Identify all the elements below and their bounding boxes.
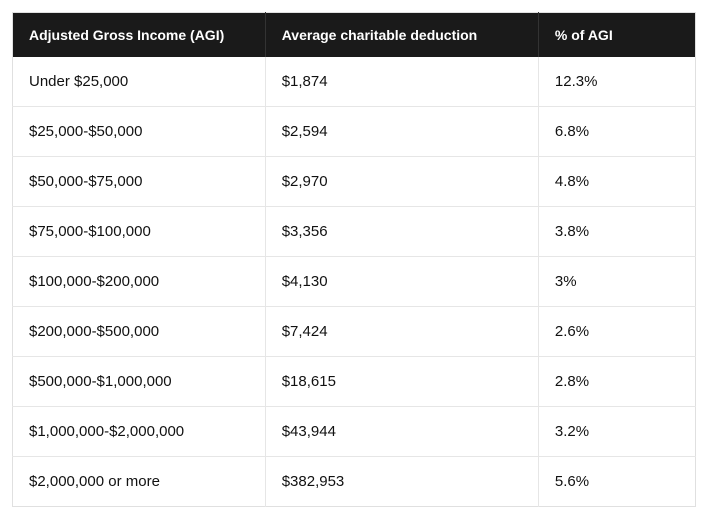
cell-avg: $3,356 [265,207,538,257]
cell-avg: $1,874 [265,57,538,107]
table-header-row: Adjusted Gross Income (AGI) Average char… [13,13,696,58]
cell-pct: 12.3% [538,57,695,107]
cell-pct: 2.8% [538,357,695,407]
cell-avg: $7,424 [265,307,538,357]
table-row: $2,000,000 or more $382,953 5.6% [13,457,696,507]
cell-avg: $4,130 [265,257,538,307]
cell-agi: $25,000-$50,000 [13,107,266,157]
cell-avg: $2,594 [265,107,538,157]
cell-agi: $2,000,000 or more [13,457,266,507]
cell-avg: $43,944 [265,407,538,457]
agi-charitable-deduction-table: Adjusted Gross Income (AGI) Average char… [12,12,696,507]
table-row: $500,000-$1,000,000 $18,615 2.8% [13,357,696,407]
cell-agi: $100,000-$200,000 [13,257,266,307]
cell-avg: $382,953 [265,457,538,507]
cell-pct: 3.2% [538,407,695,457]
table-row: $25,000-$50,000 $2,594 6.8% [13,107,696,157]
column-header-agi: Adjusted Gross Income (AGI) [13,13,266,58]
table-row: $50,000-$75,000 $2,970 4.8% [13,157,696,207]
table-row: $100,000-$200,000 $4,130 3% [13,257,696,307]
cell-pct: 5.6% [538,457,695,507]
cell-pct: 4.8% [538,157,695,207]
cell-agi: $75,000-$100,000 [13,207,266,257]
cell-agi: Under $25,000 [13,57,266,107]
cell-avg: $18,615 [265,357,538,407]
table-row: Under $25,000 $1,874 12.3% [13,57,696,107]
column-header-pct-agi: % of AGI [538,13,695,58]
table-row: $75,000-$100,000 $3,356 3.8% [13,207,696,257]
cell-pct: 3% [538,257,695,307]
cell-agi: $200,000-$500,000 [13,307,266,357]
cell-agi: $1,000,000-$2,000,000 [13,407,266,457]
table-row: $200,000-$500,000 $7,424 2.6% [13,307,696,357]
table-row: $1,000,000-$2,000,000 $43,944 3.2% [13,407,696,457]
cell-agi: $50,000-$75,000 [13,157,266,207]
cell-agi: $500,000-$1,000,000 [13,357,266,407]
cell-pct: 2.6% [538,307,695,357]
cell-pct: 3.8% [538,207,695,257]
cell-avg: $2,970 [265,157,538,207]
cell-pct: 6.8% [538,107,695,157]
column-header-avg-deduction: Average charitable deduction [265,13,538,58]
